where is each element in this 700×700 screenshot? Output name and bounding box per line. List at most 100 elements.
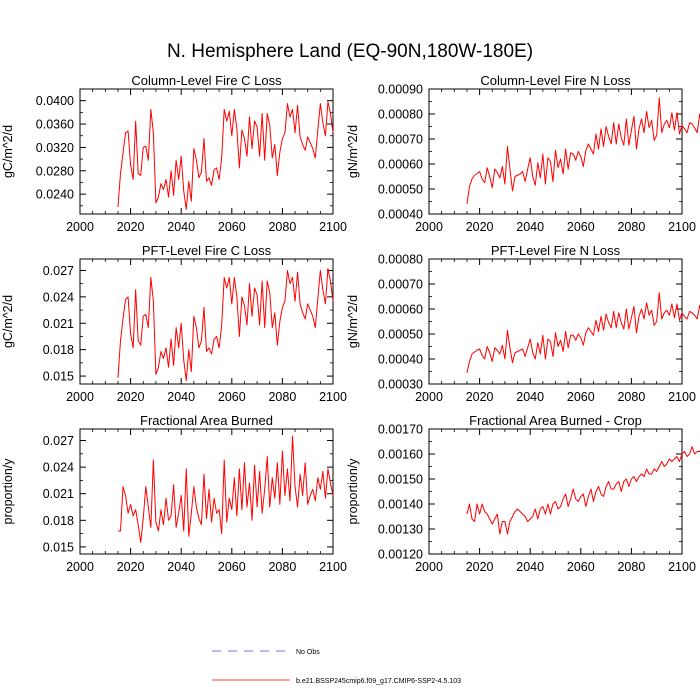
x-tick-label: 2080 (268, 390, 296, 404)
x-tick-label: 2020 (466, 560, 494, 574)
figure-title: N. Hemisphere Land (EQ-90N,180W-180E) (167, 41, 533, 62)
x-tick-label: 2040 (167, 560, 195, 574)
x-tick-label: 2000 (415, 560, 443, 574)
panels: Column-Level Fire C Loss 2000 2020 2040 2060… (1, 73, 700, 574)
y-tick-label: 0.0400 (36, 94, 74, 108)
series-line (117, 101, 334, 210)
x-tick-label: 2100 (319, 560, 347, 574)
x-tick-label: 2080 (617, 390, 645, 404)
y-tick-label: 0.00030 (378, 378, 423, 392)
chart-panel-3: PFT-Level Fire C Loss 2000 2020 2040 2060 208… (1, 243, 347, 404)
x-tick-label: 2020 (117, 560, 145, 574)
x-tick-label: 2080 (268, 220, 296, 234)
x-tick-label: 2020 (466, 220, 494, 234)
x-tick-label: 2060 (567, 390, 595, 404)
y-tick-label: 0.0320 (36, 141, 74, 155)
x-tick-label: 2020 (117, 220, 145, 234)
x-tick-label: 2000 (66, 560, 94, 574)
y-tick-label: 0.0240 (36, 188, 74, 202)
x-tick-label: 2000 (66, 390, 94, 404)
y-tick-label: 0.00150 (378, 473, 423, 487)
x-tick-label: 2040 (516, 390, 544, 404)
y-tick-label: 0.00130 (378, 523, 423, 537)
x-tick-label: 2000 (66, 220, 94, 234)
series-line (117, 435, 334, 543)
x-tick-label: 2060 (567, 220, 595, 234)
x-tick-label: 2100 (668, 390, 696, 404)
x-tick-label: 2000 (415, 220, 443, 234)
x-tick-label: 2020 (466, 390, 494, 404)
y-tick-label: 0.021 (43, 317, 74, 331)
series-line (466, 292, 700, 373)
y-tick-label: 0.00060 (378, 303, 423, 317)
y-tick-label: 0.00060 (378, 158, 423, 172)
legend-model-label: b.e21.BSSP245cmip6.f09_g17.CMIP6-SSP2-4.… (296, 678, 461, 685)
y-tick-label: 0.024 (43, 461, 74, 475)
panel-title: Column-Level Fire C Loss (131, 73, 282, 88)
y-axis-label: proportion/y (1, 458, 15, 525)
y-tick-label: 0.00040 (378, 208, 423, 222)
series-line (466, 446, 700, 535)
y-tick-label: 0.00070 (378, 278, 423, 292)
y-axis-label: proportion/y (346, 458, 360, 525)
panel-title: Fractional Area Burned (140, 413, 273, 428)
legend: No Obs b.e21.BSSP245cmip6.f09_g17.CMIP6-… (212, 649, 461, 685)
y-axis-label: gC/m^2/d (1, 295, 15, 348)
y-tick-label: 0.00070 (378, 133, 423, 147)
y-tick-label: 0.00080 (378, 253, 423, 267)
y-tick-label: 0.0360 (36, 118, 74, 132)
x-tick-label: 2080 (617, 220, 645, 234)
y-tick-label: 0.0280 (36, 164, 74, 178)
y-tick-label: 0.015 (43, 540, 74, 554)
legend-obs-label: No Obs (296, 649, 320, 656)
y-tick-label: 0.00090 (378, 83, 423, 97)
y-tick-label: 0.00170 (378, 423, 423, 437)
y-tick-label: 0.021 (43, 487, 74, 501)
series-line (466, 97, 700, 205)
panel-title: PFT-Level Fire N Loss (491, 243, 621, 258)
series-line (117, 268, 334, 381)
chart-panel-4: PFT-Level Fire N Loss 2000 2020 2040 2060 208… (346, 243, 700, 404)
y-tick-label: 0.00160 (378, 448, 423, 462)
x-tick-label: 2080 (268, 560, 296, 574)
x-tick-label: 2060 (567, 560, 595, 574)
y-tick-label: 0.018 (43, 514, 74, 528)
y-tick-label: 0.00140 (378, 498, 423, 512)
x-tick-label: 2100 (668, 560, 696, 574)
x-tick-label: 2040 (516, 220, 544, 234)
y-tick-label: 0.027 (43, 264, 74, 278)
x-tick-label: 2060 (218, 390, 246, 404)
x-tick-label: 2040 (516, 560, 544, 574)
chart-panel-6: Fractional Area Burned - Crop 2000 2020 204… (346, 413, 700, 574)
y-tick-label: 0.024 (43, 290, 74, 304)
x-tick-label: 2060 (218, 220, 246, 234)
x-tick-label: 2100 (319, 220, 347, 234)
x-tick-label: 2020 (117, 390, 145, 404)
y-tick-label: 0.00050 (378, 328, 423, 342)
x-tick-label: 2040 (167, 390, 195, 404)
chart-panel-5: Fractional Area Burned 2000 2020 2040 2060 20… (1, 413, 347, 574)
x-tick-label: 2000 (415, 390, 443, 404)
panel-title: PFT-Level Fire C Loss (142, 243, 272, 258)
y-tick-label: 0.027 (43, 434, 74, 448)
x-tick-label: 2040 (167, 220, 195, 234)
chart-panel-1: Column-Level Fire C Loss 2000 2020 2040 2060… (1, 73, 347, 234)
x-tick-label: 2100 (319, 390, 347, 404)
y-tick-label: 0.018 (43, 343, 74, 357)
x-tick-label: 2100 (668, 220, 696, 234)
y-axis-label: gC/m^2/d (1, 125, 15, 178)
chart-panel-2: Column-Level Fire N Loss 2000 2020 2040 2060… (346, 73, 700, 234)
y-axis-label: gN/m^2/d (346, 295, 360, 348)
panel-title: Fractional Area Burned - Crop (469, 413, 642, 428)
y-tick-label: 0.00080 (378, 108, 423, 122)
y-tick-label: 0.015 (43, 370, 74, 384)
x-tick-label: 2060 (218, 560, 246, 574)
y-axis-label: gN/m^2/d (346, 125, 360, 178)
panel-title: Column-Level Fire N Loss (480, 73, 631, 88)
y-tick-label: 0.00120 (378, 548, 423, 562)
y-tick-label: 0.00040 (378, 353, 423, 367)
y-tick-label: 0.00050 (378, 183, 423, 197)
x-tick-label: 2080 (617, 560, 645, 574)
